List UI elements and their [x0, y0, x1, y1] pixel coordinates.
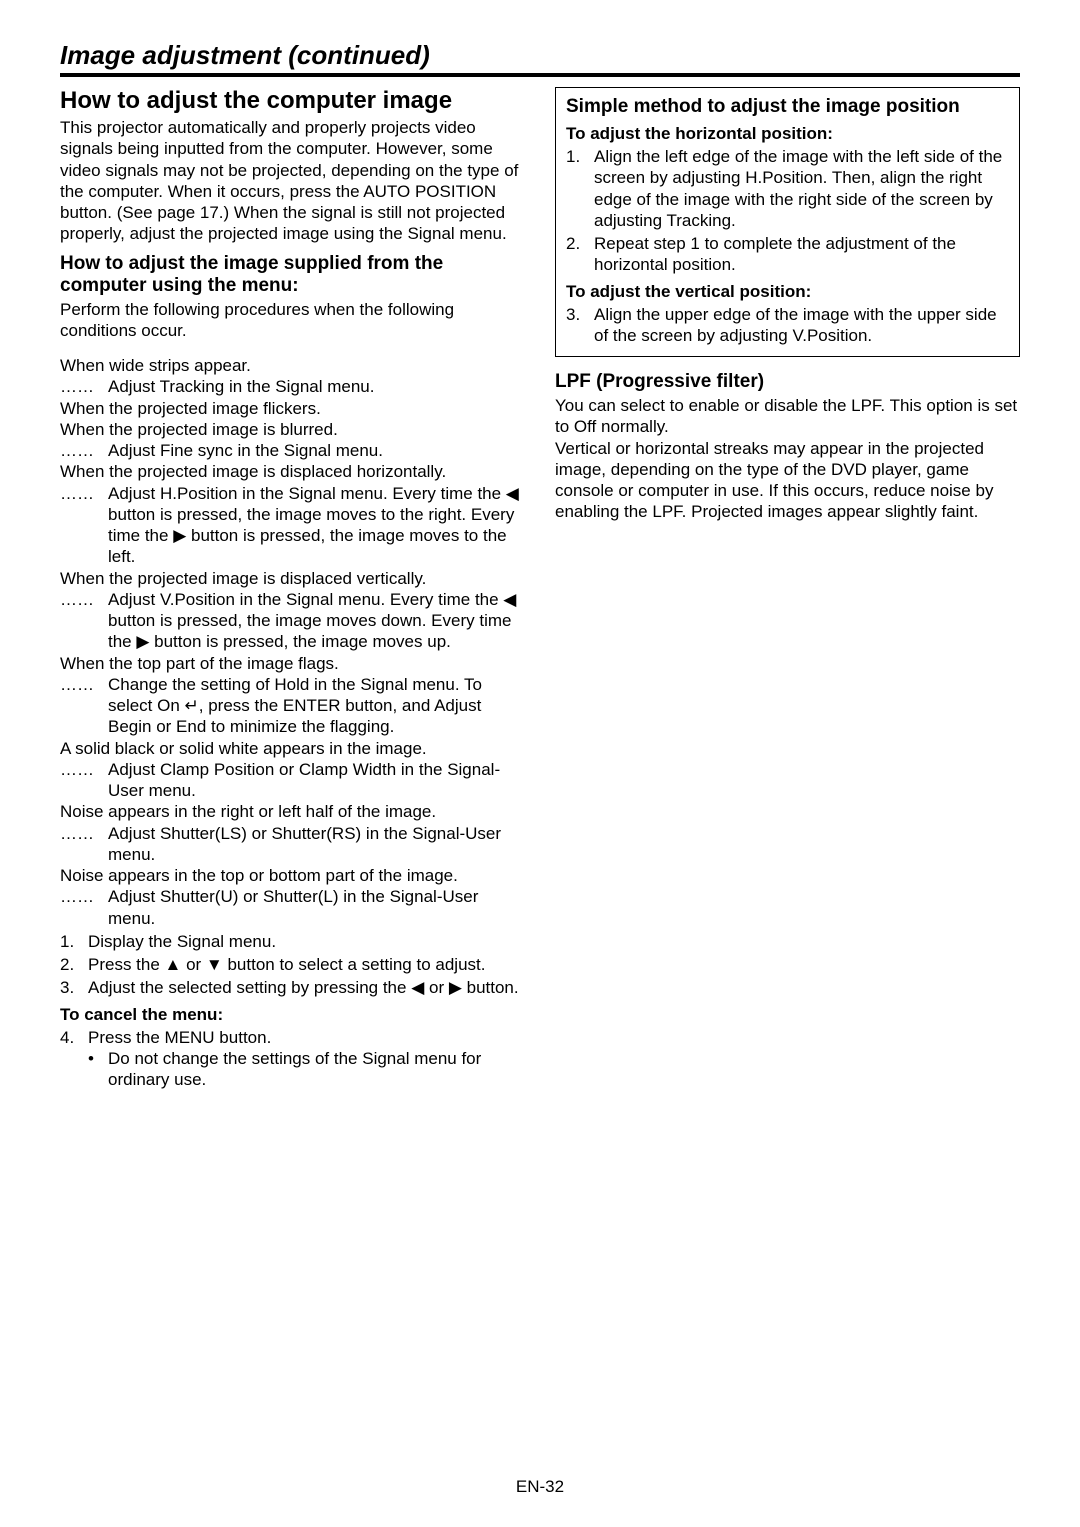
step-item: 3. Adjust the selected setting by pressi…	[60, 977, 525, 998]
step-text: Adjust the selected setting by pressing …	[88, 977, 525, 998]
step-number: 2.	[566, 233, 594, 276]
step-item: 2. Press the ▲ or ▼ button to select a s…	[60, 954, 525, 975]
action-item: …… Adjust V.Position in the Signal menu.…	[60, 589, 525, 653]
bullet-icon: •	[88, 1048, 108, 1091]
right-column: Simple method to adjust the image positi…	[555, 87, 1020, 1090]
bullet-text: Do not change the settings of the Signal…	[108, 1048, 525, 1091]
action-item: …… Adjust Tracking in the Signal menu.	[60, 376, 525, 397]
content-columns: How to adjust the computer image This pr…	[60, 87, 1020, 1090]
paragraph: Vertical or horizontal streaks may appea…	[555, 438, 1020, 523]
condition-text: When wide strips appear.	[60, 355, 525, 376]
action-item: …… Adjust Clamp Position or Clamp Width …	[60, 759, 525, 802]
step-item: 2. Repeat step 1 to complete the adjustm…	[566, 233, 1009, 276]
step-text: Align the left edge of the image with th…	[594, 146, 1009, 231]
step-item: 4. Press the MENU button.	[60, 1027, 525, 1048]
step-number: 2.	[60, 954, 88, 975]
page-number: EN-32	[0, 1477, 1080, 1497]
step-text: Display the Signal menu.	[88, 931, 525, 952]
step-number: 3.	[566, 304, 594, 347]
action-item: …… Change the setting of Hold in the Sig…	[60, 674, 525, 738]
intro-paragraph: This projector automatically and properl…	[60, 117, 525, 245]
dots-leader: ……	[60, 440, 108, 461]
step-number: 3.	[60, 977, 88, 998]
box-subheading: To adjust the horizontal position:	[566, 124, 1009, 144]
action-text: Change the setting of Hold in the Signal…	[108, 674, 525, 738]
condition-text: A solid black or solid white appears in …	[60, 738, 525, 759]
bullet-item: • Do not change the settings of the Sign…	[88, 1048, 525, 1091]
dots-leader: ……	[60, 376, 108, 397]
dots-leader: ……	[60, 589, 108, 653]
dots-leader: ……	[60, 674, 108, 738]
step-text: Align the upper edge of the image with t…	[594, 304, 1009, 347]
step-text: Repeat step 1 to complete the adjustment…	[594, 233, 1009, 276]
condition-text: Noise appears in the right or left half …	[60, 801, 525, 822]
dots-leader: ……	[60, 483, 108, 568]
dots-leader: ……	[60, 886, 108, 929]
action-text: Adjust Shutter(U) or Shutter(L) in the S…	[108, 886, 525, 929]
left-column: How to adjust the computer image This pr…	[60, 87, 525, 1090]
paragraph: Perform the following procedures when th…	[60, 299, 525, 342]
dots-leader: ……	[60, 823, 108, 866]
action-item: …… Adjust H.Position in the Signal menu.…	[60, 483, 525, 568]
box-subheading: To adjust the vertical position:	[566, 282, 1009, 302]
step-number: 4.	[60, 1027, 88, 1048]
step-item: 3. Align the upper edge of the image wit…	[566, 304, 1009, 347]
action-item: …… Adjust Shutter(U) or Shutter(L) in th…	[60, 886, 525, 929]
action-text: Adjust Tracking in the Signal menu.	[108, 376, 525, 397]
condition-text: When the top part of the image flags.	[60, 653, 525, 674]
paragraph: You can select to enable or disable the …	[555, 395, 1020, 438]
action-text: Adjust V.Position in the Signal menu. Ev…	[108, 589, 525, 653]
section-heading: How to adjust the computer image	[60, 87, 525, 115]
subsection-heading: How to adjust the image supplied from th…	[60, 253, 525, 297]
step-text: Press the ▲ or ▼ button to select a sett…	[88, 954, 525, 975]
action-text: Adjust Clamp Position or Clamp Width in …	[108, 759, 525, 802]
condition-text: Noise appears in the top or bottom part …	[60, 865, 525, 886]
step-number: 1.	[566, 146, 594, 231]
sub-heading: To cancel the menu:	[60, 1005, 525, 1025]
box-heading: Simple method to adjust the image positi…	[566, 96, 1009, 118]
step-number: 1.	[60, 931, 88, 952]
condition-text: When the projected image is displaced ve…	[60, 568, 525, 589]
boxed-section: Simple method to adjust the image positi…	[555, 87, 1020, 357]
step-item: 1. Display the Signal menu.	[60, 931, 525, 952]
action-text: Adjust Fine sync in the Signal menu.	[108, 440, 525, 461]
page-title: Image adjustment (continued)	[60, 40, 1020, 77]
action-item: …… Adjust Shutter(LS) or Shutter(RS) in …	[60, 823, 525, 866]
step-item: 1. Align the left edge of the image with…	[566, 146, 1009, 231]
condition-text: When the projected image is displaced ho…	[60, 461, 525, 482]
condition-text: When the projected image is blurred.	[60, 419, 525, 440]
action-text: Adjust H.Position in the Signal menu. Ev…	[108, 483, 525, 568]
action-text: Adjust Shutter(LS) or Shutter(RS) in the…	[108, 823, 525, 866]
action-item: …… Adjust Fine sync in the Signal menu.	[60, 440, 525, 461]
dots-leader: ……	[60, 759, 108, 802]
condition-text: When the projected image flickers.	[60, 398, 525, 419]
section-heading: LPF (Progressive filter)	[555, 371, 1020, 393]
step-text: Press the MENU button.	[88, 1027, 525, 1048]
